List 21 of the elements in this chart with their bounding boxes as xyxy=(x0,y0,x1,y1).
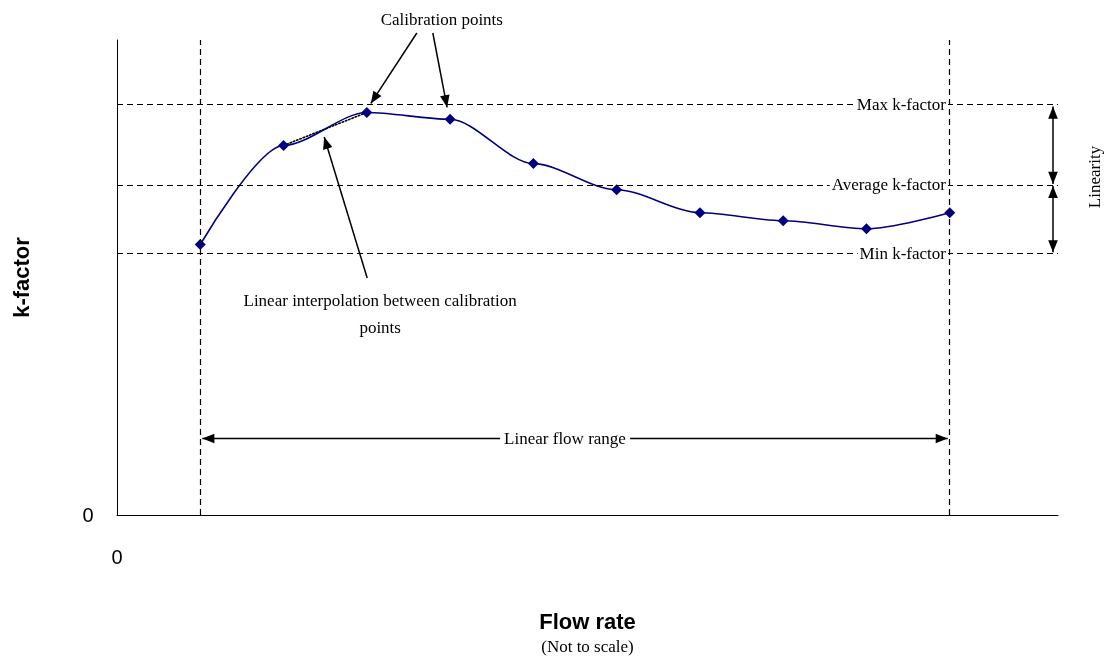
point xyxy=(444,113,456,125)
text: Linearity xyxy=(1085,144,1105,211)
point xyxy=(777,215,789,227)
ref-line-label: Min k-factor xyxy=(859,243,947,263)
ref-line-label: Max k-factor xyxy=(856,94,947,114)
text: Calibration points xyxy=(378,10,505,30)
x-axis-title: Flow rate xyxy=(539,608,636,634)
point xyxy=(860,223,872,235)
text: 0 xyxy=(110,545,124,569)
text: 0 xyxy=(81,503,95,527)
ref-line-label: Average k-factor xyxy=(831,175,947,195)
annotation: Linear interpolation between calibration points xyxy=(228,287,533,341)
y-axis-title: k-factor xyxy=(8,236,34,318)
point xyxy=(694,207,706,219)
point xyxy=(361,106,373,118)
point xyxy=(527,158,539,170)
text: (Not to scale) xyxy=(540,637,635,657)
point xyxy=(611,184,623,196)
point xyxy=(944,207,956,219)
annotation: Linear flow range xyxy=(500,428,630,449)
point xyxy=(278,139,290,151)
